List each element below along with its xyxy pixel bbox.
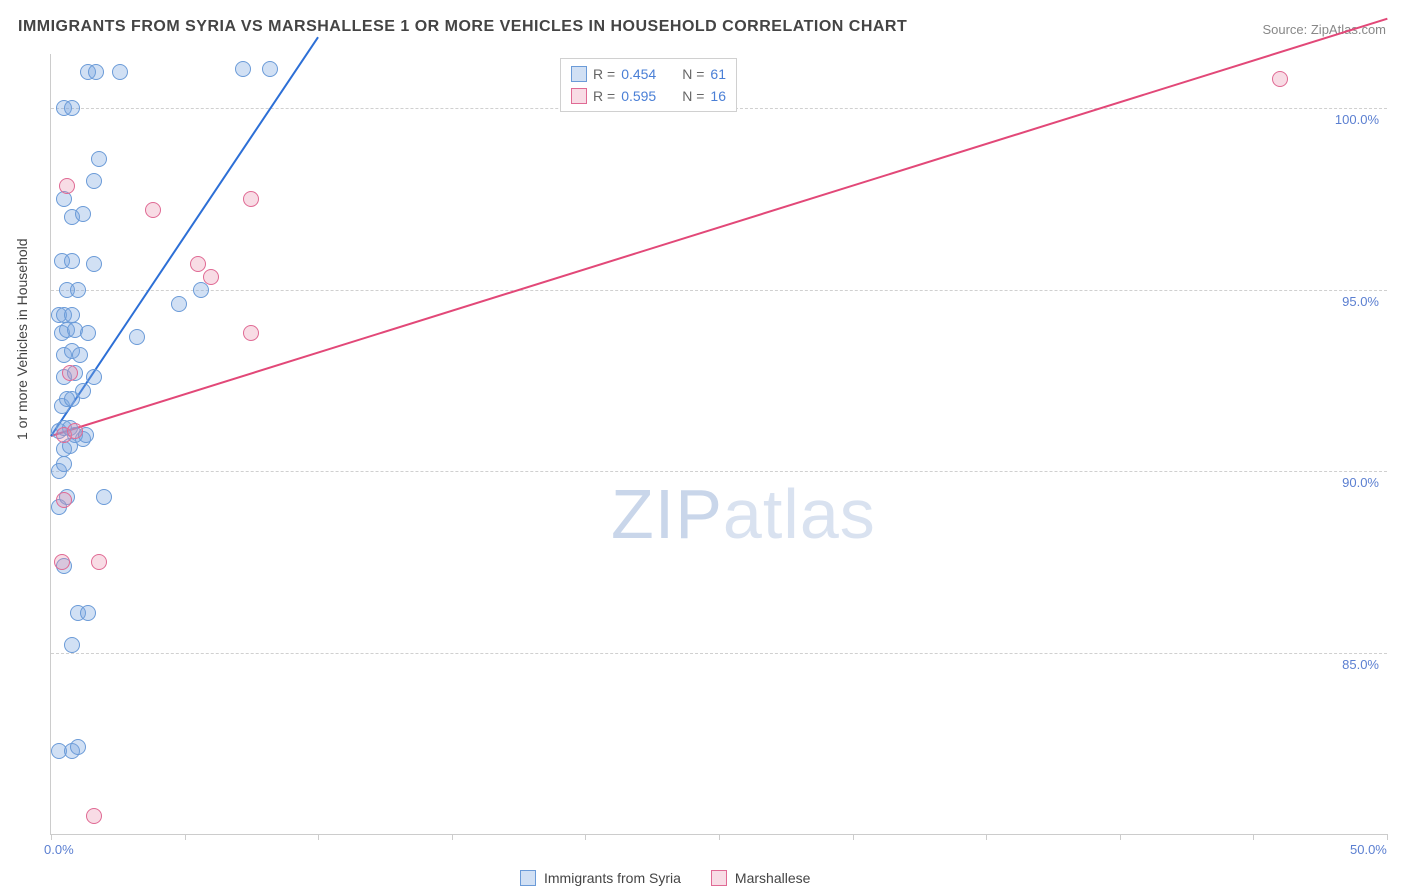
r-label: R = bbox=[593, 66, 615, 82]
legend-item: Marshallese bbox=[711, 870, 810, 886]
r-value: 0.454 bbox=[621, 66, 656, 82]
legend-swatch bbox=[571, 88, 587, 104]
x-tick bbox=[986, 834, 987, 840]
legend-swatch bbox=[711, 870, 727, 886]
scatter-point-series2 bbox=[145, 202, 161, 218]
legend-item: Immigrants from Syria bbox=[520, 870, 681, 886]
legend-swatch bbox=[571, 66, 587, 82]
scatter-point-series1 bbox=[91, 151, 107, 167]
scatter-point-series1 bbox=[96, 489, 112, 505]
gridline bbox=[51, 653, 1387, 654]
scatter-point-series2 bbox=[203, 269, 219, 285]
gridline bbox=[51, 290, 1387, 291]
series-legend: Immigrants from Syria Marshallese bbox=[520, 870, 810, 886]
scatter-point-series2 bbox=[56, 492, 72, 508]
scatter-point-series1 bbox=[80, 325, 96, 341]
scatter-point-series2 bbox=[54, 554, 70, 570]
scatter-point-series1 bbox=[262, 61, 278, 77]
gridline bbox=[51, 471, 1387, 472]
scatter-point-series1 bbox=[80, 605, 96, 621]
scatter-point-series2 bbox=[62, 365, 78, 381]
chart-title: IMMIGRANTS FROM SYRIA VS MARSHALLESE 1 O… bbox=[18, 18, 907, 36]
y-tick-label: 100.0% bbox=[1335, 112, 1379, 127]
scatter-point-series1 bbox=[64, 637, 80, 653]
scatter-point-series1 bbox=[70, 739, 86, 755]
y-tick-label: 90.0% bbox=[1342, 475, 1379, 490]
n-label: N = bbox=[682, 88, 704, 104]
x-tick bbox=[1120, 834, 1121, 840]
scatter-point-series1 bbox=[56, 456, 72, 472]
legend-label: Immigrants from Syria bbox=[544, 870, 681, 886]
scatter-plot: ZIPatlas 85.0% 90.0% 95.0% 100.0% bbox=[50, 54, 1387, 835]
legend-label: Marshallese bbox=[735, 870, 810, 886]
x-tick bbox=[51, 834, 52, 840]
x-tick bbox=[719, 834, 720, 840]
scatter-point-series2 bbox=[91, 554, 107, 570]
scatter-point-series1 bbox=[72, 347, 88, 363]
scatter-point-series1 bbox=[75, 383, 91, 399]
scatter-point-series1 bbox=[112, 64, 128, 80]
y-tick-label: 85.0% bbox=[1342, 657, 1379, 672]
x-tick bbox=[185, 834, 186, 840]
x-tick bbox=[853, 834, 854, 840]
x-tick bbox=[1253, 834, 1254, 840]
scatter-point-series2 bbox=[243, 191, 259, 207]
n-value: 16 bbox=[710, 88, 726, 104]
scatter-point-series2 bbox=[59, 178, 75, 194]
scatter-point-series1 bbox=[86, 369, 102, 385]
legend-swatch bbox=[520, 870, 536, 886]
scatter-point-series1 bbox=[64, 253, 80, 269]
scatter-point-series2 bbox=[1272, 71, 1288, 87]
x-tick bbox=[1387, 834, 1388, 840]
correlation-legend: R = 0.454 N = 61 R = 0.595 N = 16 bbox=[560, 58, 737, 112]
legend-row: R = 0.454 N = 61 bbox=[571, 63, 726, 85]
n-label: N = bbox=[682, 66, 704, 82]
x-tick-label: 0.0% bbox=[44, 842, 74, 886]
scatter-point-series1 bbox=[75, 206, 91, 222]
scatter-point-series2 bbox=[243, 325, 259, 341]
scatter-point-series2 bbox=[190, 256, 206, 272]
scatter-point-series1 bbox=[70, 282, 86, 298]
y-axis-title: 1 or more Vehicles in Household bbox=[14, 238, 30, 440]
watermark: ZIPatlas bbox=[611, 474, 876, 554]
x-tick bbox=[452, 834, 453, 840]
x-tick bbox=[585, 834, 586, 840]
scatter-point-series1 bbox=[171, 296, 187, 312]
scatter-point-series1 bbox=[64, 307, 80, 323]
scatter-point-series1 bbox=[86, 256, 102, 272]
scatter-point-series1 bbox=[235, 61, 251, 77]
scatter-point-series1 bbox=[86, 173, 102, 189]
x-tick bbox=[318, 834, 319, 840]
scatter-point-series1 bbox=[64, 100, 80, 116]
r-value: 0.595 bbox=[621, 88, 656, 104]
n-value: 61 bbox=[710, 66, 726, 82]
scatter-point-series2 bbox=[86, 808, 102, 824]
legend-row: R = 0.595 N = 16 bbox=[571, 85, 726, 107]
y-tick-label: 95.0% bbox=[1342, 294, 1379, 309]
scatter-point-series1 bbox=[129, 329, 145, 345]
r-label: R = bbox=[593, 88, 615, 104]
scatter-point-series1 bbox=[193, 282, 209, 298]
scatter-point-series1 bbox=[88, 64, 104, 80]
x-tick-label: 50.0% bbox=[1350, 842, 1387, 886]
